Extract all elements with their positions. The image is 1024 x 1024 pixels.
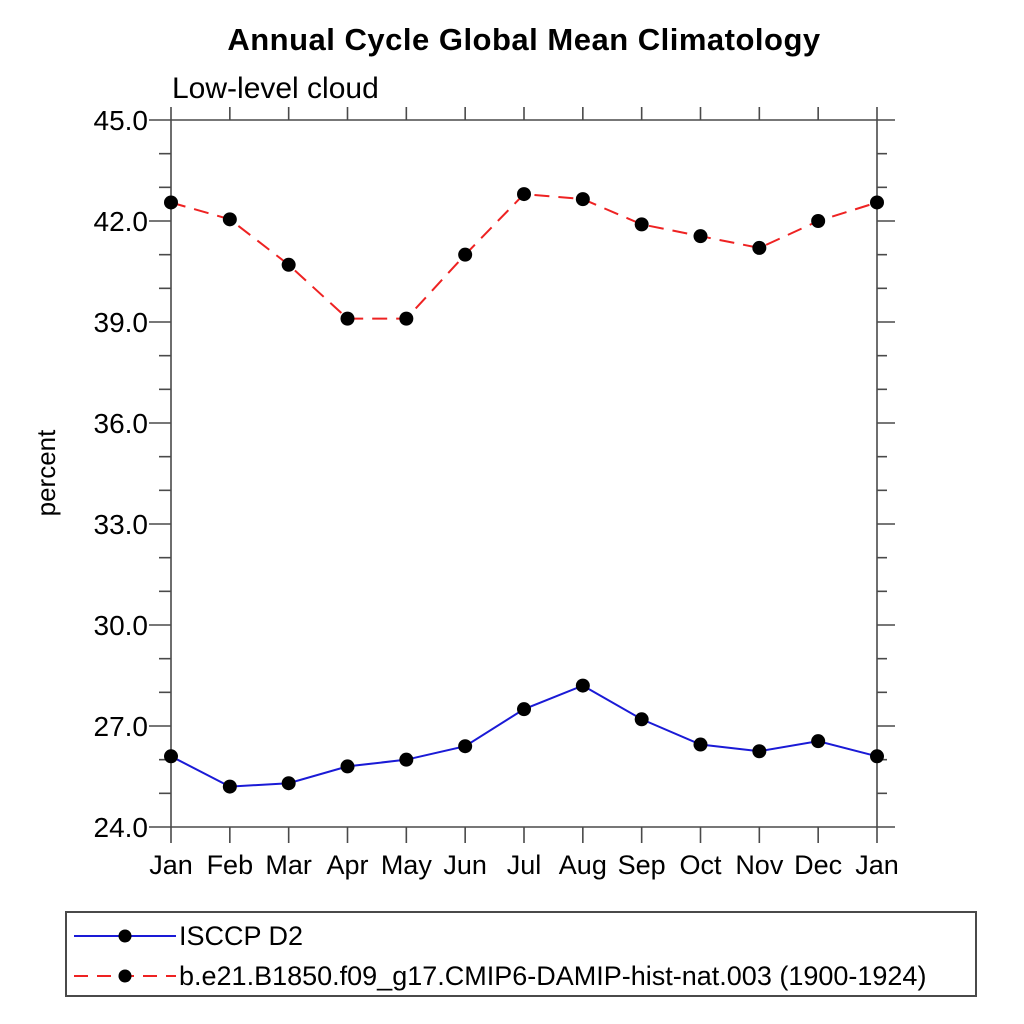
x-tick-labels: Jan Feb Mar Apr May Jun Jul Aug Sep Oct Nov Dec Jan	[149, 850, 899, 880]
x-tick-label: Feb	[207, 850, 254, 880]
data-point-marker	[575, 678, 590, 693]
legend-label-isccp-d2: ISCCP D2	[179, 920, 304, 951]
series-isccp-d2	[164, 678, 884, 794]
legend-marker	[118, 929, 132, 943]
data-point-marker	[340, 759, 355, 774]
y-tick-label: 45.0	[94, 105, 149, 136]
data-point-marker	[811, 734, 826, 749]
data-point-marker	[811, 214, 826, 228]
y-tick-label: 27.0	[94, 711, 149, 742]
chart-title: Annual Cycle Global Mean Climatology	[227, 22, 821, 57]
x-tick-label: Jan	[855, 850, 899, 880]
data-point-marker	[222, 779, 237, 794]
y-tick-labels: 45.0 42.0 39.0 36.0 33.0 30.0 27.0 24.0	[94, 105, 149, 843]
data-point-marker	[517, 702, 531, 717]
x-tick-label: Aug	[559, 850, 607, 880]
data-point-marker	[281, 776, 296, 791]
data-point-marker	[458, 247, 473, 262]
data-point-marker	[693, 229, 708, 244]
data-point-marker	[399, 311, 414, 326]
series-line	[170, 684, 878, 788]
y-tick-label: 24.0	[94, 812, 149, 843]
y-ticks	[149, 119, 895, 828]
x-tick-label: May	[381, 850, 433, 880]
legend-label-model: b.e21.B1850.f09_g17.CMIP6-DAMIP-hist-nat…	[179, 960, 927, 991]
x-tick-label: Oct	[679, 850, 722, 880]
x-tick-label: Jan	[149, 850, 193, 880]
x-tick-label: Sep	[618, 850, 666, 880]
legend-marker	[118, 969, 132, 983]
data-point-marker	[634, 217, 649, 232]
y-tick-label: 36.0	[94, 408, 149, 439]
data-point-marker	[870, 749, 884, 764]
data-point-marker	[399, 752, 414, 767]
x-tick-label: Jul	[507, 850, 542, 880]
y-tick-label: 39.0	[94, 307, 149, 338]
series-line	[170, 193, 878, 320]
y-tick-label: 30.0	[94, 610, 149, 641]
x-ticks	[170, 107, 878, 843]
chart-subtitle: Low-level cloud	[172, 72, 379, 105]
legend-entry-isccp-d2: ISCCP D2	[71, 921, 303, 951]
y-tick-label: 33.0	[94, 509, 149, 540]
x-tick-label: Mar	[265, 850, 312, 880]
data-point-marker	[870, 195, 884, 210]
data-point-marker	[752, 744, 767, 759]
data-point-marker	[164, 749, 178, 764]
data-point-marker	[340, 311, 355, 326]
legend-entry-model: b.e21.B1850.f09_g17.CMIP6-DAMIP-hist-nat…	[71, 961, 926, 991]
series-model	[164, 187, 884, 326]
legend-line-sample-solid	[74, 929, 176, 943]
axis-frame	[170, 119, 878, 828]
x-tick-label: Dec	[794, 850, 842, 880]
legend-line-sample-dashed	[74, 969, 176, 983]
data-point-marker	[752, 240, 767, 255]
data-point-marker	[281, 257, 296, 272]
data-point-marker	[458, 739, 473, 754]
x-tick-label: Apr	[326, 850, 368, 880]
x-tick-label: Nov	[735, 850, 784, 880]
data-point-marker	[693, 737, 708, 752]
x-tick-label: Jun	[443, 850, 487, 880]
legend-box: ISCCP D2 b.e21.B1850.f09_g17.CMIP6-DAMIP…	[65, 911, 977, 997]
data-point-marker	[222, 212, 237, 227]
data-point-marker	[575, 192, 590, 207]
y-tick-label: 42.0	[94, 206, 149, 237]
data-point-marker	[517, 187, 531, 202]
data-point-marker	[164, 195, 178, 210]
data-point-marker	[634, 712, 649, 727]
